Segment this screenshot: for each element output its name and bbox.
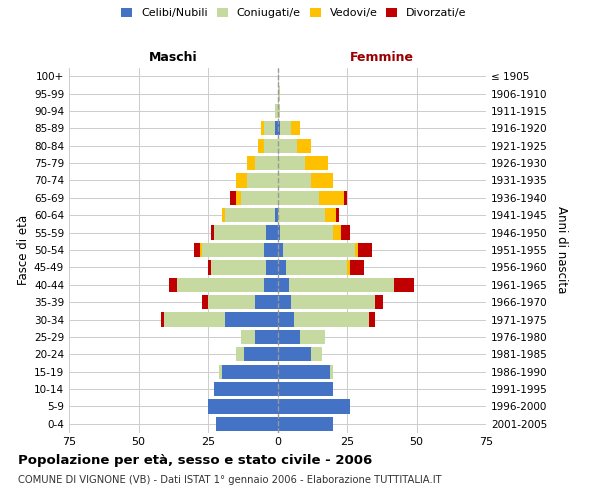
Bar bbox=[331, 364, 333, 379]
Bar bbox=[277, 156, 305, 170]
Bar bbox=[236, 190, 241, 205]
Bar bbox=[277, 416, 333, 431]
Bar bbox=[277, 382, 333, 396]
Bar bbox=[277, 226, 280, 239]
Bar bbox=[277, 243, 283, 257]
Bar bbox=[266, 260, 277, 274]
Bar bbox=[280, 121, 292, 136]
Bar bbox=[277, 400, 350, 413]
Bar bbox=[277, 295, 292, 310]
Bar bbox=[277, 174, 311, 188]
Bar bbox=[255, 330, 277, 344]
Bar bbox=[236, 347, 244, 362]
Text: Popolazione per età, sesso e stato civile - 2006: Popolazione per età, sesso e stato civil… bbox=[18, 454, 372, 467]
Bar bbox=[178, 278, 263, 292]
Bar bbox=[277, 190, 319, 205]
Bar bbox=[358, 243, 372, 257]
Bar bbox=[236, 174, 247, 188]
Bar bbox=[277, 86, 280, 101]
Bar bbox=[311, 174, 333, 188]
Bar bbox=[211, 260, 266, 274]
Bar bbox=[241, 330, 255, 344]
Bar bbox=[350, 260, 364, 274]
Bar bbox=[169, 278, 178, 292]
Y-axis label: Fasce di età: Fasce di età bbox=[17, 215, 30, 285]
Bar bbox=[161, 312, 164, 326]
Bar bbox=[263, 121, 275, 136]
Bar bbox=[224, 208, 275, 222]
Bar bbox=[275, 208, 277, 222]
Y-axis label: Anni di nascita: Anni di nascita bbox=[554, 206, 568, 294]
Bar bbox=[277, 278, 289, 292]
Bar bbox=[394, 278, 414, 292]
Bar bbox=[375, 295, 383, 310]
Bar bbox=[344, 190, 347, 205]
Bar bbox=[208, 400, 277, 413]
Bar bbox=[305, 156, 328, 170]
Bar bbox=[258, 138, 263, 153]
Bar bbox=[208, 295, 255, 310]
Bar bbox=[247, 174, 277, 188]
Bar bbox=[277, 364, 331, 379]
Bar bbox=[277, 121, 280, 136]
Bar bbox=[311, 347, 322, 362]
Bar bbox=[275, 121, 277, 136]
Bar bbox=[266, 226, 277, 239]
Bar bbox=[277, 260, 286, 274]
Bar bbox=[355, 243, 358, 257]
Bar bbox=[214, 226, 266, 239]
Bar bbox=[369, 312, 375, 326]
Bar bbox=[241, 190, 277, 205]
Bar bbox=[277, 138, 297, 153]
Bar bbox=[222, 208, 224, 222]
Bar bbox=[325, 208, 336, 222]
Bar bbox=[277, 208, 325, 222]
Bar bbox=[297, 138, 311, 153]
Bar bbox=[347, 260, 350, 274]
Bar bbox=[211, 226, 214, 239]
Bar bbox=[261, 121, 263, 136]
Bar bbox=[292, 295, 375, 310]
Text: Maschi: Maschi bbox=[149, 51, 197, 64]
Bar bbox=[263, 243, 277, 257]
Bar bbox=[194, 243, 200, 257]
Bar bbox=[247, 156, 255, 170]
Legend: Celibi/Nubili, Coniugati/e, Vedovi/e, Divorzati/e: Celibi/Nubili, Coniugati/e, Vedovi/e, Di… bbox=[119, 6, 469, 20]
Bar bbox=[255, 156, 277, 170]
Bar bbox=[336, 208, 338, 222]
Bar bbox=[214, 382, 277, 396]
Bar bbox=[277, 312, 294, 326]
Bar bbox=[300, 330, 325, 344]
Bar bbox=[289, 278, 394, 292]
Text: COMUNE DI VIGNONE (VB) - Dati ISTAT 1° gennaio 2006 - Elaborazione TUTTITALIA.IT: COMUNE DI VIGNONE (VB) - Dati ISTAT 1° g… bbox=[18, 475, 442, 485]
Bar bbox=[341, 226, 350, 239]
Bar bbox=[208, 260, 211, 274]
Bar bbox=[319, 190, 344, 205]
Bar bbox=[164, 312, 224, 326]
Bar bbox=[277, 347, 311, 362]
Bar bbox=[224, 312, 277, 326]
Bar bbox=[294, 312, 369, 326]
Text: Femmine: Femmine bbox=[350, 51, 414, 64]
Bar bbox=[286, 260, 347, 274]
Bar bbox=[277, 104, 280, 118]
Bar bbox=[200, 243, 202, 257]
Bar bbox=[255, 295, 277, 310]
Bar bbox=[202, 295, 208, 310]
Bar bbox=[202, 243, 263, 257]
Bar bbox=[219, 364, 222, 379]
Bar bbox=[222, 364, 277, 379]
Bar bbox=[277, 330, 300, 344]
Bar bbox=[283, 243, 355, 257]
Bar bbox=[263, 278, 277, 292]
Bar bbox=[275, 104, 277, 118]
Bar bbox=[292, 121, 300, 136]
Bar bbox=[244, 347, 277, 362]
Bar bbox=[230, 190, 236, 205]
Bar bbox=[263, 138, 277, 153]
Bar bbox=[280, 226, 333, 239]
Bar bbox=[333, 226, 341, 239]
Bar bbox=[217, 416, 277, 431]
